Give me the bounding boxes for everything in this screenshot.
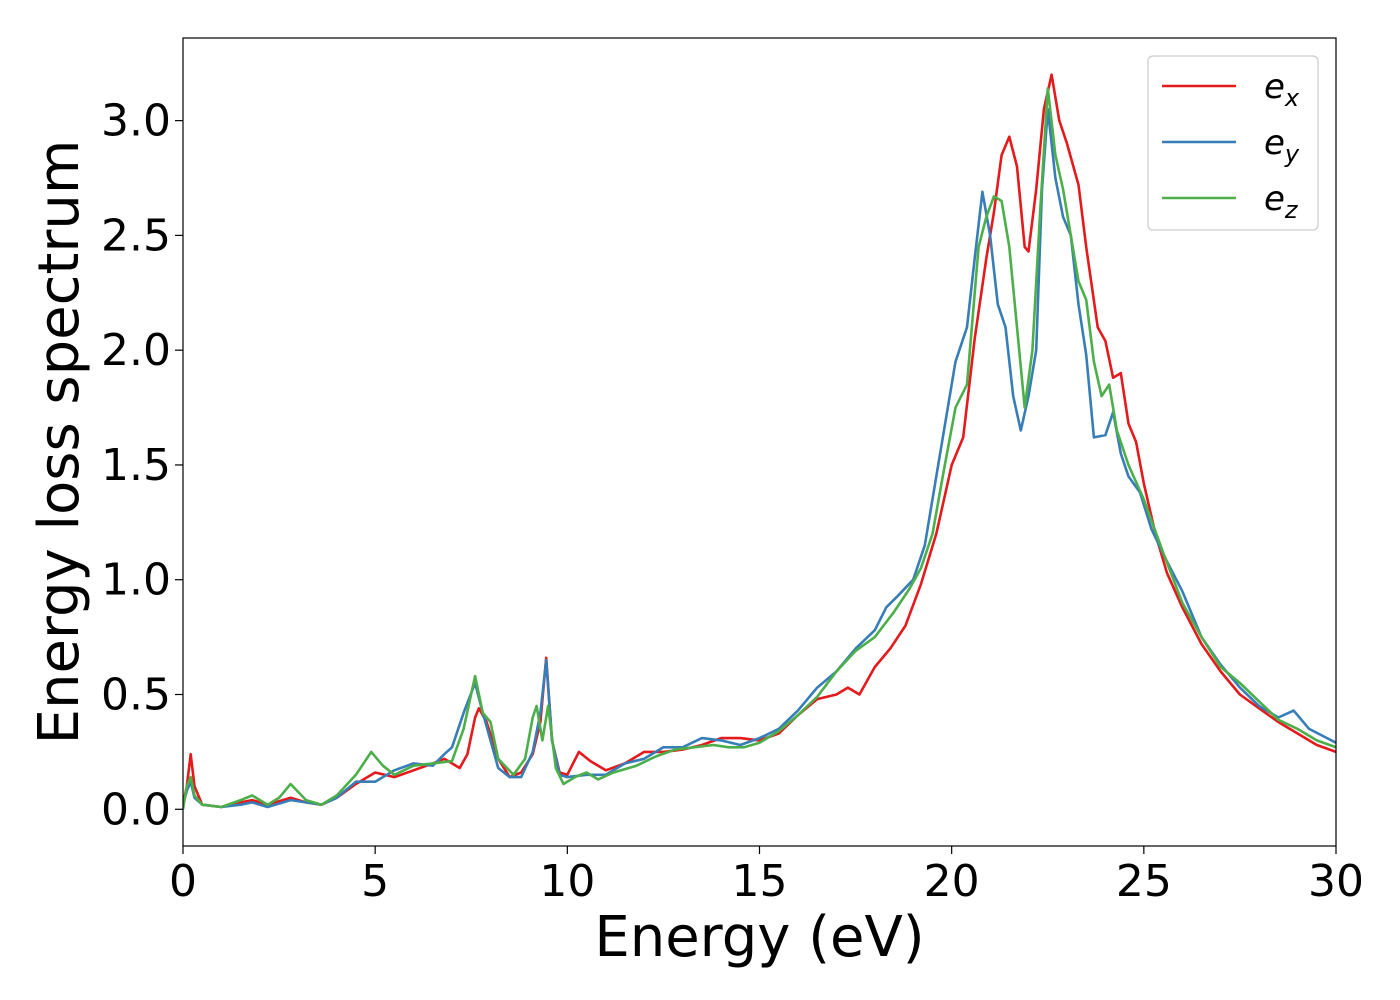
x-tick-label: 15 [732, 856, 788, 907]
x-tick-label: 20 [924, 856, 980, 907]
y-tick-label: 1.0 [101, 555, 171, 606]
y-tick-label: 2.5 [101, 210, 171, 261]
x-tick-label: 30 [1308, 856, 1364, 907]
y-tick-label: 1.5 [101, 440, 171, 491]
x-tick-label: 10 [539, 856, 595, 907]
x-tick-label: 25 [1116, 856, 1172, 907]
x-axis-label: Energy (eV) [594, 905, 924, 970]
y-axis-label: Energy loss spectrum [27, 140, 92, 745]
y-tick-label: 0.0 [101, 784, 171, 835]
y-tick-label: 2.0 [101, 325, 171, 376]
series-line-x [183, 73, 1336, 809]
x-tick-label: 5 [361, 856, 389, 907]
y-tick-label: 3.0 [101, 96, 171, 147]
series-lines [183, 73, 1336, 810]
x-tick-label: 0 [169, 856, 197, 907]
axis-ticks: 0 5 10 15 20 25 30 0.0 0.5 1.0 1.5 2.0 2.5 3.0 [101, 96, 1364, 907]
series-line-z [183, 87, 1336, 810]
y-tick-label: 0.5 [101, 670, 171, 721]
